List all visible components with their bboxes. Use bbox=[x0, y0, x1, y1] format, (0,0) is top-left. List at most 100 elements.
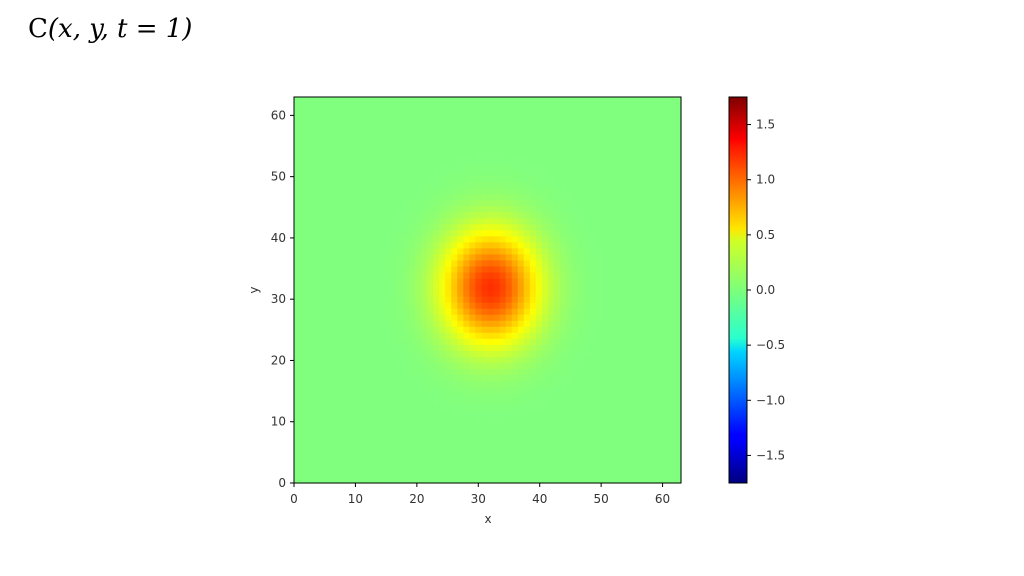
heatmap-cell bbox=[608, 320, 616, 327]
heatmap-cell bbox=[481, 211, 489, 219]
heatmap-cell bbox=[312, 410, 319, 418]
heatmap-cell bbox=[294, 253, 301, 261]
heatmap-cell bbox=[596, 326, 603, 333]
heatmap-cell bbox=[294, 392, 301, 400]
heatmap-cell bbox=[366, 121, 374, 128]
heatmap-cell bbox=[396, 458, 404, 466]
heatmap-cell bbox=[541, 338, 549, 345]
heatmap-cell bbox=[656, 247, 664, 255]
heatmap-cell bbox=[427, 157, 434, 164]
heatmap-cell bbox=[590, 229, 597, 237]
heatmap-cell bbox=[384, 271, 392, 279]
heatmap-cell bbox=[547, 362, 555, 370]
heatmap-cell bbox=[348, 277, 356, 285]
heatmap-cell bbox=[560, 392, 567, 400]
heatmap-cell bbox=[294, 187, 301, 195]
heatmap-cell bbox=[475, 139, 483, 146]
heatmap-cell bbox=[336, 428, 343, 436]
heatmap-cell bbox=[408, 277, 416, 285]
heatmap-cell bbox=[433, 314, 440, 321]
heatmap-cell bbox=[572, 338, 579, 345]
heatmap-cell bbox=[578, 302, 585, 309]
heatmap-cell bbox=[535, 103, 543, 110]
heatmap-cell bbox=[408, 392, 416, 400]
heatmap-cell bbox=[499, 211, 507, 219]
heatmap-cell bbox=[324, 368, 331, 376]
heatmap-cell bbox=[638, 410, 646, 418]
heatmap-cell bbox=[656, 404, 664, 412]
heatmap-cell bbox=[294, 422, 301, 430]
heatmap-cell bbox=[451, 211, 458, 219]
heatmap-cell bbox=[312, 121, 319, 128]
heatmap-cell bbox=[378, 283, 386, 291]
heatmap-cell bbox=[674, 296, 682, 303]
heatmap-cell bbox=[614, 121, 622, 128]
heatmap-cell bbox=[294, 121, 301, 128]
heatmap-cell bbox=[354, 332, 362, 339]
heatmap-cell bbox=[602, 139, 610, 146]
heatmap-cell bbox=[312, 404, 319, 412]
heatmap-cell bbox=[469, 241, 477, 249]
heatmap-cell bbox=[318, 151, 325, 158]
heatmap-cell bbox=[547, 169, 555, 177]
heatmap-cell bbox=[608, 199, 616, 207]
heatmap-cell bbox=[517, 344, 525, 351]
heatmap-cell bbox=[360, 163, 368, 170]
heatmap-cell bbox=[608, 277, 616, 285]
x-axis: 0 10 20 30 40 50 60 bbox=[290, 483, 670, 506]
heatmap-cell bbox=[578, 332, 585, 339]
heatmap-cell bbox=[342, 386, 350, 394]
heatmap-cell bbox=[517, 241, 525, 249]
heatmap-cell bbox=[547, 139, 555, 146]
heatmap-cell bbox=[541, 398, 549, 406]
heatmap-cell bbox=[493, 109, 501, 116]
heatmap-cell bbox=[596, 109, 603, 116]
heatmap-cell bbox=[535, 476, 543, 484]
heatmap-cell bbox=[493, 362, 501, 370]
heatmap-cell bbox=[554, 326, 561, 333]
heatmap-cell bbox=[414, 458, 422, 466]
heatmap-cell bbox=[638, 464, 646, 472]
heatmap-cell bbox=[324, 380, 331, 388]
heatmap-cell bbox=[529, 410, 537, 418]
heatmap-cell bbox=[330, 296, 337, 303]
heatmap-cell bbox=[427, 296, 434, 303]
heatmap-cell bbox=[517, 265, 525, 273]
heatmap-cell bbox=[457, 157, 464, 164]
heatmap-cell bbox=[366, 464, 374, 472]
heatmap-cell bbox=[656, 115, 664, 122]
colorbar-tick-label: 1.0 bbox=[756, 173, 775, 187]
heatmap-cell bbox=[517, 121, 525, 128]
heatmap-cell bbox=[390, 235, 398, 243]
heatmap-cell bbox=[554, 386, 561, 394]
heatmap-cell bbox=[439, 356, 446, 363]
heatmap-cell bbox=[402, 163, 410, 170]
heatmap-cell bbox=[505, 241, 513, 249]
heatmap-cell bbox=[312, 386, 319, 394]
heatmap-cell bbox=[632, 103, 640, 110]
heatmap-cell bbox=[475, 271, 483, 279]
heatmap-cell bbox=[451, 422, 458, 430]
heatmap-cell bbox=[390, 392, 398, 400]
heatmap-cell bbox=[463, 302, 470, 309]
heatmap-cell bbox=[384, 290, 392, 297]
heatmap-cell bbox=[330, 145, 337, 152]
heatmap-cell bbox=[366, 181, 374, 189]
heatmap-cell bbox=[384, 326, 392, 333]
heatmap-cell bbox=[517, 338, 525, 345]
heatmap-cell bbox=[427, 169, 434, 177]
heatmap-cell bbox=[662, 470, 670, 478]
heatmap-cell bbox=[578, 151, 585, 158]
heatmap-cell bbox=[572, 440, 579, 448]
heatmap-cell bbox=[511, 187, 519, 195]
heatmap-cell bbox=[554, 151, 561, 158]
heatmap-cell bbox=[402, 115, 410, 122]
heatmap-cell bbox=[505, 350, 513, 357]
heatmap-cell bbox=[396, 247, 404, 255]
heatmap-cell bbox=[348, 380, 356, 388]
heatmap-cell bbox=[493, 127, 501, 134]
heatmap-cell bbox=[384, 217, 392, 225]
heatmap-cell bbox=[547, 115, 555, 122]
heatmap-cell bbox=[360, 157, 368, 164]
heatmap-cell bbox=[451, 440, 458, 448]
